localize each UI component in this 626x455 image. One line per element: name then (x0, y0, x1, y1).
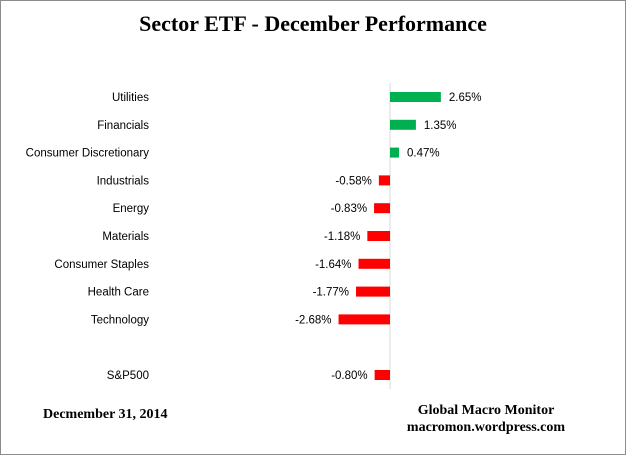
bar (358, 258, 390, 269)
category-label: Financials (97, 120, 149, 132)
bar (367, 231, 390, 241)
bar (390, 92, 441, 102)
data-label: -1.18% (324, 231, 360, 243)
category-label: Consumer Discretionary (26, 148, 150, 160)
data-label: -0.58% (335, 175, 371, 187)
data-label: 2.65% (449, 92, 482, 104)
bar (390, 147, 400, 158)
category-label: Utilities (112, 92, 149, 104)
category-label: Materials (102, 231, 149, 243)
data-label: -0.83% (331, 203, 367, 215)
chart-title: Sector ETF - December Performance (139, 11, 487, 36)
bar (356, 286, 390, 297)
data-label: -0.80% (331, 370, 367, 382)
category-label: Technology (91, 314, 149, 326)
data-label: -1.77% (313, 287, 349, 299)
source-url: macromon.wordpress.com (406, 420, 566, 435)
data-label: -2.68% (295, 314, 331, 326)
bar (378, 175, 390, 186)
data-label: 0.47% (407, 148, 440, 160)
bar (390, 119, 416, 130)
category-label: Health Care (88, 287, 149, 299)
category-label: S&P500 (107, 370, 149, 382)
chart-source: Global Macro Monitor macromon.wordpress.… (381, 402, 591, 436)
category-label: Consumer Staples (54, 259, 149, 271)
category-label: Industrials (97, 175, 150, 187)
bar (338, 314, 390, 325)
data-label: -1.64% (315, 259, 351, 271)
chart-date: Decmember 31, 2014 (43, 407, 168, 422)
bar-chart: Utilities 2.65% Financials 1.35% Consumer Di… (26, 83, 482, 389)
source-name: Global Macro Monitor (417, 403, 555, 418)
bar (374, 370, 390, 380)
bar (374, 203, 390, 214)
category-label: Energy (113, 203, 150, 215)
data-label: 1.35% (424, 120, 457, 132)
